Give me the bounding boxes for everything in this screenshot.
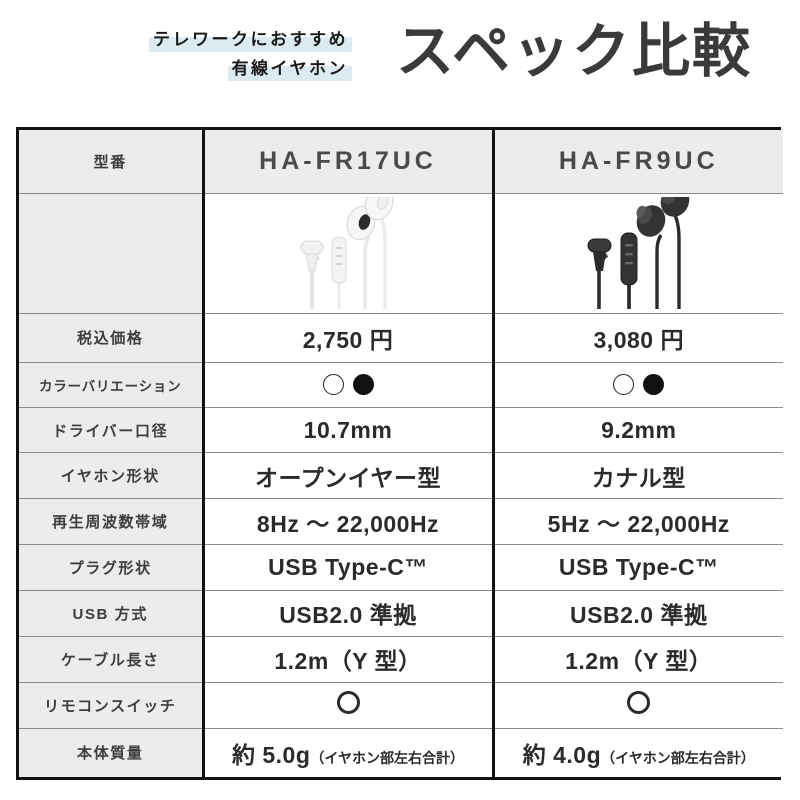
table-row-color-variation: カラーバリエーション [19, 362, 783, 408]
table-row-plug-shape: プラグ形状 USB Type-C™ USB Type-C™ [19, 544, 783, 591]
cell-earphone-shape-col2: カナル型 [493, 452, 783, 500]
header-tag-group: テレワークにおすすめ 有線イヤホン [52, 28, 352, 86]
cell-weight-col1: 約 5.0g（イヤホン部左右合計） [203, 728, 495, 777]
table-row-frequency-range: 再生周波数帯域 8Hz 〜 22,000Hz 5Hz 〜 22,000Hz [19, 498, 783, 546]
row-label-weight: 本体質量 [19, 728, 205, 777]
row-label-driver-diameter: ドライバー口径 [19, 407, 205, 454]
cell-cable-length-col2: 1.2m（Y 型） [493, 636, 783, 683]
table-row-price: 税込価格 2,750 円 3,080 円 [19, 313, 783, 363]
spec-comparison-table: 型番 HA-FR17UC HA-FR9UC [16, 127, 783, 780]
row-label-cable-length: ケーブル長さ [19, 636, 205, 683]
weight-note-col2: （イヤホン部左右合計） [601, 749, 755, 766]
table-row-model: 型番 HA-FR17UC HA-FR9UC [19, 130, 783, 194]
table-row-remote-switch: リモコンスイッチ [19, 682, 783, 729]
cell-product-image-col1 [203, 186, 495, 314]
color-dot-white-icon [613, 374, 635, 396]
circle-mark-icon [627, 690, 651, 714]
table-row-product-image [19, 185, 783, 314]
row-label-product-image [19, 193, 205, 314]
row-label-price: 税込価格 [19, 313, 205, 363]
cell-product-image-col2 [493, 185, 783, 314]
cell-frequency-range-col2: 5Hz 〜 22,000Hz [493, 498, 783, 546]
cell-price-col1: 2,750 円 [203, 313, 495, 363]
cell-color-variation-col1 [203, 362, 495, 408]
header-tag-line-2: 有線イヤホン [227, 57, 352, 81]
weight-value-col1: 約 5.0g [231, 741, 311, 768]
page-title: スペック比較 [396, 19, 752, 84]
color-dots-col1 [209, 374, 488, 396]
cell-cable-length-col1: 1.2m（Y 型） [203, 636, 495, 683]
cell-model-col2: HA-FR9UC [493, 130, 783, 194]
row-label-usb-standard: USB 方式 [19, 590, 205, 637]
row-label-remote-switch: リモコンスイッチ [19, 682, 205, 729]
cell-usb-standard-col2: USB2.0 準拠 [493, 590, 783, 637]
row-label-model: 型番 [19, 130, 205, 194]
color-dot-black-icon [643, 374, 665, 396]
cell-remote-switch-col2 [493, 682, 783, 729]
cell-usb-standard-col1: USB2.0 準拠 [203, 590, 495, 637]
weight-value-col2: 約 4.0g [522, 741, 602, 768]
cell-color-variation-col2 [493, 362, 783, 408]
table-row-driver-diameter: ドライバー口径 10.7mm 9.2mm [19, 407, 783, 454]
cell-price-col2: 3,080 円 [493, 313, 783, 363]
cell-frequency-range-col1: 8Hz 〜 22,000Hz [203, 498, 495, 546]
cell-plug-shape-col1: USB Type-C™ [203, 544, 495, 591]
white-earphones-image [209, 186, 488, 310]
cell-model-col1: HA-FR17UC [203, 130, 495, 194]
row-label-color-variation: カラーバリエーション [19, 362, 205, 408]
table-row-earphone-shape: イヤホン形状 オープンイヤー型 カナル型 [19, 452, 783, 500]
header-tag-line-1: テレワークにおすすめ [149, 28, 352, 52]
weight-note-col1: （イヤホン部左右合計） [310, 749, 464, 766]
cell-earphone-shape-col1: オープンイヤー型 [203, 452, 495, 500]
table-row-cable-length: ケーブル長さ 1.2m（Y 型） 1.2m（Y 型） [19, 636, 783, 683]
cell-weight-col2: 約 4.0g（イヤホン部左右合計） [493, 728, 783, 777]
row-label-frequency-range: 再生周波数帯域 [19, 498, 205, 546]
black-earphones-image [499, 185, 780, 310]
color-dot-white-icon [322, 374, 344, 396]
color-dot-black-icon [352, 374, 374, 396]
circle-mark-icon [336, 690, 360, 714]
row-label-plug-shape: プラグ形状 [19, 544, 205, 591]
page-header: テレワークにおすすめ 有線イヤホン スペック比較 [0, 0, 800, 118]
color-dots-col2 [499, 374, 780, 396]
cell-plug-shape-col2: USB Type-C™ [493, 544, 783, 591]
row-label-earphone-shape: イヤホン形状 [19, 452, 205, 500]
table-row-weight: 本体質量 約 5.0g（イヤホン部左右合計） 約 4.0g（イヤホン部左右合計） [19, 728, 783, 777]
table-row-usb-standard: USB 方式 USB2.0 準拠 USB2.0 準拠 [19, 590, 783, 637]
cell-driver-diameter-col2: 9.2mm [493, 407, 783, 454]
cell-remote-switch-col1 [203, 682, 495, 729]
cell-driver-diameter-col1: 10.7mm [203, 407, 495, 454]
